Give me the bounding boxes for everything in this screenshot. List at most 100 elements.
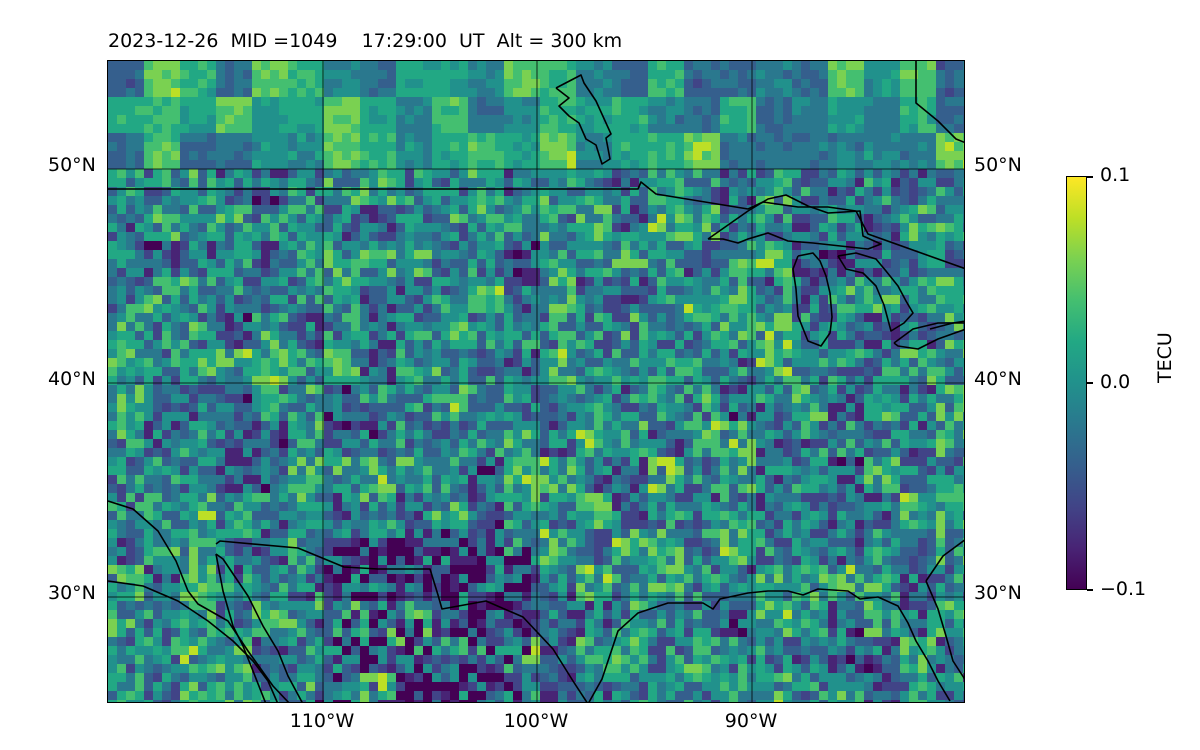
tec-cell [234, 79, 244, 89]
tec-cell [819, 484, 829, 494]
tec-cell [855, 196, 865, 206]
tec-cell [297, 403, 307, 413]
tec-cell [279, 259, 289, 269]
tec-cell [180, 520, 190, 530]
tec-cell [432, 169, 442, 179]
tec-cell [891, 502, 901, 512]
tec-cell [549, 367, 559, 377]
tec-cell [387, 106, 397, 116]
tec-cell [297, 97, 307, 107]
tec-cell [648, 196, 658, 206]
tec-cell [225, 79, 235, 89]
tec-cell [486, 340, 496, 350]
tec-cell [666, 349, 676, 359]
tec-cell [585, 205, 595, 215]
tec-cell [828, 70, 838, 80]
tec-cell [189, 403, 199, 413]
tec-cell [396, 61, 406, 71]
tec-cell [270, 196, 280, 206]
tec-cell [279, 331, 289, 341]
tec-cell [333, 232, 343, 242]
tec-cell [675, 511, 685, 521]
tec-cell [135, 358, 145, 368]
tec-cell [549, 241, 559, 251]
tec-cell [675, 205, 685, 215]
tec-cell [369, 511, 379, 521]
tec-cell [684, 115, 694, 125]
tec-cell [180, 277, 190, 287]
tec-cell [648, 520, 658, 530]
tec-cell [639, 466, 649, 476]
tec-cell [207, 286, 217, 296]
tec-cell [837, 331, 847, 341]
tec-cell [594, 205, 604, 215]
tec-cell [576, 61, 586, 71]
tec-cell [216, 457, 226, 467]
tec-cell [756, 232, 766, 242]
tec-cell [405, 223, 415, 233]
tec-cell [693, 403, 703, 413]
tec-cell [918, 493, 928, 503]
tec-cell [693, 349, 703, 359]
tec-cell [153, 466, 163, 476]
tec-cell [369, 88, 379, 98]
tec-cell [639, 214, 649, 224]
tec-cell [711, 259, 721, 269]
tec-cell [486, 70, 496, 80]
tec-cell [171, 466, 181, 476]
tec-cell [297, 160, 307, 170]
tec-cell [900, 196, 910, 206]
tec-cell [144, 367, 154, 377]
tec-cell [108, 268, 118, 278]
tec-cell [378, 277, 388, 287]
tec-cell [162, 340, 172, 350]
tec-cell [225, 115, 235, 125]
tec-cell [837, 358, 847, 368]
tec-cell [702, 286, 712, 296]
tec-cell [558, 367, 568, 377]
tec-cell [828, 142, 838, 152]
tec-cell [576, 430, 586, 440]
tec-cell [702, 520, 712, 530]
tec-cell [117, 133, 127, 143]
tec-cell [441, 79, 451, 89]
tec-cell [207, 331, 217, 341]
tec-cell [909, 376, 919, 386]
tec-cell [279, 358, 289, 368]
tec-cell [387, 475, 397, 485]
tec-cell [639, 421, 649, 431]
tec-cell [702, 259, 712, 269]
tec-cell [414, 403, 424, 413]
tec-cell [684, 385, 694, 395]
tec-cell [324, 349, 334, 359]
tec-cell [333, 187, 343, 197]
tec-cell [270, 124, 280, 134]
tec-cell [531, 151, 541, 161]
tec-cell [369, 484, 379, 494]
tec-cell [702, 268, 712, 278]
tec-cell [396, 70, 406, 80]
tec-cell [225, 88, 235, 98]
tec-cell [684, 205, 694, 215]
tec-cell [225, 232, 235, 242]
tec-cell [585, 484, 595, 494]
tec-cell [243, 295, 253, 305]
tec-cell [423, 457, 433, 467]
tec-cell [567, 511, 577, 521]
tec-cell [216, 466, 226, 476]
tec-cell [396, 367, 406, 377]
tec-cell [324, 115, 334, 125]
tec-cell [810, 475, 820, 485]
tec-cell [432, 214, 442, 224]
tec-cell [756, 160, 766, 170]
tec-cell [567, 376, 577, 386]
tec-cell [234, 133, 244, 143]
tec-cell [648, 457, 658, 467]
tec-cell [162, 106, 172, 116]
tec-cell [666, 214, 676, 224]
tec-cell [513, 520, 523, 530]
tec-cell [441, 313, 451, 323]
tec-cell [243, 196, 253, 206]
tec-cell [315, 304, 325, 314]
tec-cell [801, 304, 811, 314]
